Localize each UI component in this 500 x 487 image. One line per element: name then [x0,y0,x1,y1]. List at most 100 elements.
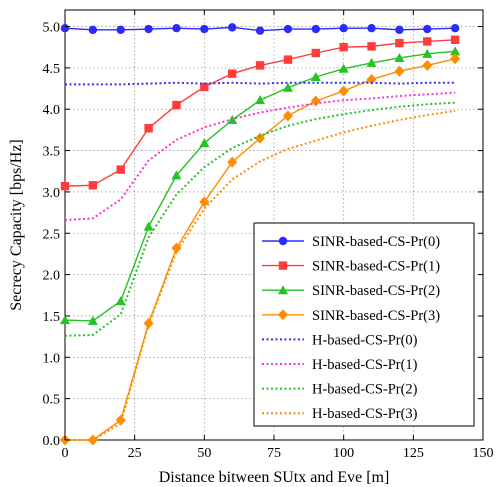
y-axis-label: Secrecy Capacity [bps/Hz] [8,139,25,310]
data-point [143,317,154,329]
series-line [64,101,456,337]
series-h-based-cs-pr-0 [65,81,456,86]
legend-label: H-based-CS-Pr(1) [312,357,418,373]
legend-label: H-based-CS-Pr(0) [312,332,418,348]
legend-marker [278,309,288,321]
data-point [88,181,98,190]
data-point [172,100,181,110]
data-point [450,23,460,33]
data-point [143,221,154,231]
legend-item-h-based-cs-pr-3: H-based-CS-Pr(3) [262,406,418,422]
legend-marker [278,285,288,295]
y-tick-label: 1.5 [43,310,61,325]
data-point [423,37,432,46]
data-point [422,59,433,71]
data-point [199,138,210,148]
legend-label: SINR-based-CS-Pr(1) [312,259,440,275]
series-layer [60,23,461,446]
data-point [395,38,404,48]
y-tick-label: 3.5 [43,145,61,160]
data-point [255,132,266,144]
series-sinr-based-cs-pr-3 [60,53,461,446]
legend-box [253,222,475,427]
data-point [144,24,153,34]
data-point [395,25,404,35]
data-point [338,63,349,73]
x-tick-label: 150 [473,446,494,461]
data-point [450,53,461,65]
y-tick-label: 2.0 [43,269,61,284]
series-h-based-cs-pr-1 [64,91,456,222]
data-point [144,124,153,133]
data-point [60,315,70,325]
x-axis-label: Distance bitween SUtx and Eve [m] [159,469,390,486]
y-tick-label: 0.0 [43,434,61,449]
data-point [366,57,377,67]
y-tick-label: 2.5 [43,227,61,242]
data-point [116,25,125,35]
data-point [338,85,349,97]
x-tick-label: 0 [62,446,69,461]
y-tick-label: 1.0 [43,351,61,366]
data-point [311,24,320,34]
data-point [450,46,461,56]
legend-item-sinr-based-cs-pr-1: SINR-based-CS-Pr(1) [262,259,440,275]
y-tick-label: 3.0 [43,186,61,201]
legend-marker [278,236,288,246]
y-tick-label: 4.0 [43,103,61,118]
data-point [339,43,348,52]
y-tick-label: 5.0 [43,21,61,36]
data-point [282,110,293,122]
legend-item-sinr-based-cs-pr-3: SINR-based-CS-Pr(3) [262,308,440,324]
y-tick-label: 0.5 [43,393,61,408]
series-sinr-based-cs-pr-1 [60,35,460,191]
data-point [339,23,348,33]
y-tick-label: 4.5 [43,62,61,77]
x-tick-label: 125 [403,446,424,461]
series-sinr-based-cs-pr-0 [60,23,460,35]
data-point [367,42,376,51]
data-point [283,55,293,64]
data-point [115,296,126,306]
legend-item-sinr-based-cs-pr-0: SINR-based-CS-Pr(0) [262,234,440,250]
data-point [60,23,70,33]
legend-label: SINR-based-CS-Pr(0) [312,234,440,250]
series-h-based-cs-pr-3 [65,109,456,441]
series-line [65,81,456,86]
data-point [283,24,293,34]
legend-label: H-based-CS-Pr(3) [312,406,418,422]
series-line [65,109,456,441]
data-point [450,35,460,44]
data-point [366,73,377,85]
data-point [171,170,182,180]
data-point [311,48,320,58]
data-point [200,82,209,92]
x-tick-label: 75 [267,446,281,461]
series-h-based-cs-pr-2 [64,101,456,337]
data-point [171,242,182,254]
data-point [422,48,433,58]
data-point [255,61,265,70]
data-point [60,181,70,191]
data-point [394,65,405,77]
data-point [228,69,237,78]
x-tick-label: 100 [333,446,354,461]
legend: SINR-based-CS-Pr(0) SINR-based-CS-Pr(1) SI… [253,222,475,427]
legend-item-sinr-based-cs-pr-2: SINR-based-CS-Pr(2) [262,283,440,299]
legend-item-h-based-cs-pr-1: H-based-CS-Pr(1) [262,357,418,373]
legend-item-h-based-cs-pr-0: H-based-CS-Pr(0) [262,332,418,348]
legend-label: SINR-based-CS-Pr(3) [312,308,440,324]
data-point [282,82,293,92]
data-point [310,71,321,81]
x-tick-label: 50 [197,446,211,461]
data-point [310,95,321,107]
data-point [172,23,181,33]
data-point [227,156,238,168]
axis-ticks: 0 25 50 75 100 125 150 0.0 0.5 1.0 1.5 2.0 2.5 3.0 3.5… [43,10,494,461]
data-point [255,26,265,35]
data-point [116,165,125,174]
data-point [87,315,98,325]
legend-marker [278,261,288,270]
data-point [200,24,209,34]
